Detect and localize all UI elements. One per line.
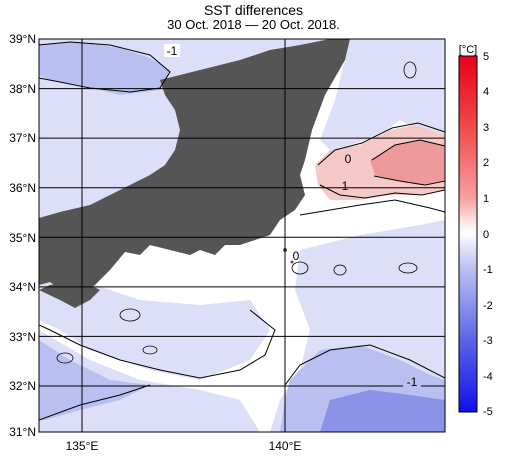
lon-label: 140°E <box>269 439 302 453</box>
colorbar-tick: -3 <box>483 335 493 347</box>
longitude-labels: 135°E 140°E <box>66 439 302 453</box>
colorbar-tick: 4 <box>483 86 489 98</box>
land-honshu <box>39 39 350 300</box>
contour-label-bg <box>164 44 180 57</box>
anomaly-light-blue-east <box>320 39 445 150</box>
latitude-labels: 39°N 38°N 37°N 36°N 35°N 34°N 33°N 32°N … <box>9 32 36 439</box>
lat-label: 35°N <box>9 231 36 245</box>
colorbar-tick: 0 <box>483 229 489 241</box>
colorbar-tick: 1 <box>483 193 489 205</box>
contour-lines <box>39 41 445 421</box>
contour-small-loops <box>56 61 418 364</box>
colorbar-tick: -5 <box>483 406 493 418</box>
anomaly-red-core <box>370 140 445 185</box>
lat-label: 36°N <box>9 181 36 195</box>
contour-label: -1 <box>167 44 178 58</box>
colorbar <box>458 55 478 413</box>
map-frame <box>38 38 446 433</box>
anomaly-light-blue-southwest <box>39 330 260 432</box>
lon-label: 135°E <box>66 439 99 453</box>
colorbar-ticks: 5 4 3 2 1 0 -1 -2 -3 -4 -5 <box>483 51 493 418</box>
lat-label: 32°N <box>9 379 36 393</box>
contour-label: 0 <box>345 152 352 166</box>
lat-label: 39°N <box>9 32 36 46</box>
land-shikoku <box>39 283 100 308</box>
lat-label: 34°N <box>9 280 36 294</box>
anomaly-mid-blue-southwest <box>39 340 150 420</box>
lat-label: 38°N <box>9 82 36 96</box>
anomaly-deep-blue-southeast <box>320 390 445 432</box>
lat-label: 33°N <box>9 330 36 344</box>
contour-label-bg <box>403 375 421 389</box>
colorbar-tick: -1 <box>483 264 493 276</box>
map-title: SST differences <box>203 2 304 18</box>
colorbar-tick: 2 <box>483 157 489 169</box>
anomaly-mid-blue-northwest <box>39 42 170 95</box>
colorbar-tick: -4 <box>483 371 493 383</box>
lat-label: 37°N <box>9 131 36 145</box>
colorbar-tick: -2 <box>483 300 493 312</box>
contour-label: 1 <box>342 179 349 193</box>
contour-label: 0 <box>293 249 300 263</box>
colorbar-unit: [°C] <box>459 44 477 56</box>
contour-label: -1 <box>407 375 418 389</box>
colorbar-tick: 5 <box>483 51 489 63</box>
map-subtitle: 30 Oct. 2018 — 20 Oct. 2018. <box>167 17 340 32</box>
land-izu-island <box>290 260 294 264</box>
grid-lines <box>39 39 445 432</box>
colorbar-tick: 3 <box>483 122 489 134</box>
land-sado-island <box>211 70 223 88</box>
lat-label: 31°N <box>9 425 36 439</box>
